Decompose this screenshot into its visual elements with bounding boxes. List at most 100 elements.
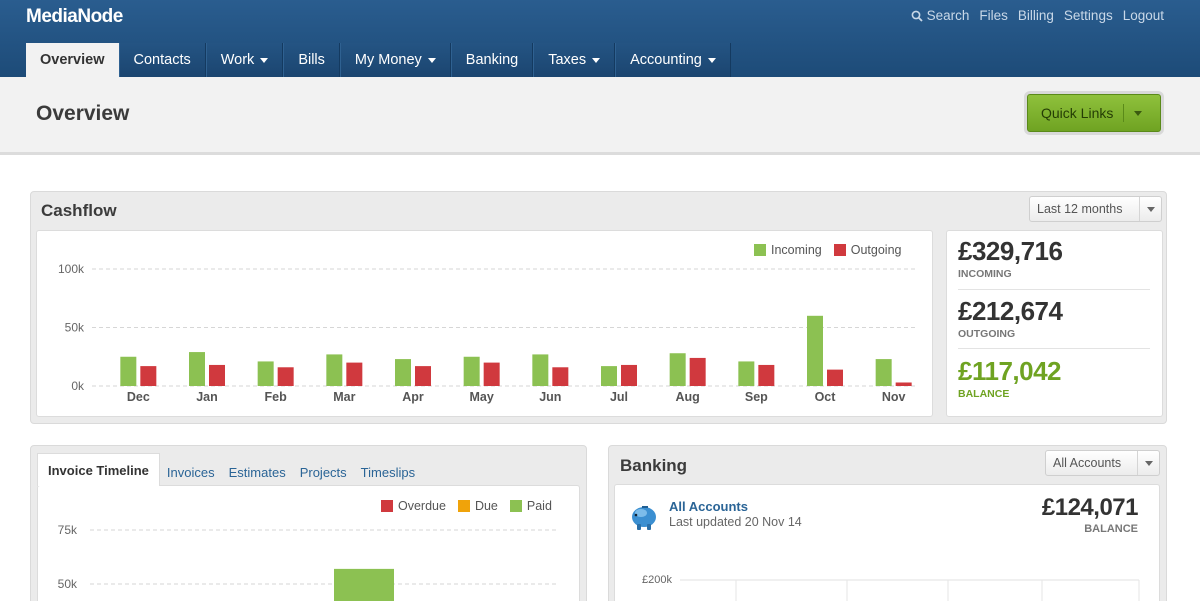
x-tick-label: Mar <box>333 390 355 404</box>
legend-outgoing-label: Outgoing <box>850 243 902 257</box>
bar-incoming-dec <box>120 356 137 386</box>
bar-incoming-apr <box>395 359 411 386</box>
x-tick-label: Jul <box>610 390 628 404</box>
billing-link[interactable]: Billing <box>1017 8 1054 23</box>
legend-paid-label: Paid <box>526 499 552 513</box>
x-tick-label: Jan <box>196 390 218 404</box>
page-header: Overview <box>0 77 1200 155</box>
stat-incoming: £329,716 INCOMING <box>958 236 1063 280</box>
legend-swatch <box>754 244 766 256</box>
banking-content <box>614 484 1160 601</box>
bar-outgoing-sep <box>758 364 775 386</box>
nav-bills[interactable]: Bills <box>283 43 340 77</box>
app-logo[interactable]: MediaNode <box>26 6 123 27</box>
banking-accounts-select[interactable]: All Accounts <box>1045 450 1160 476</box>
nav-overview[interactable]: Overview <box>26 43 119 77</box>
search-label: Search <box>926 8 970 23</box>
banking-title: Banking <box>620 456 688 475</box>
nav-accounting-label: Accounting <box>630 52 702 68</box>
account-last-updated: Last updated 20 Nov 14 <box>669 515 802 529</box>
bar-outgoing-apr <box>415 366 431 386</box>
piggy-bank-icon <box>632 506 656 530</box>
nav-taxes-label: Taxes <box>548 52 587 68</box>
chevron-down-icon <box>1137 451 1159 475</box>
stat-incoming-value: £329,716 <box>958 236 1063 266</box>
search-link[interactable]: Search <box>911 8 970 23</box>
divider <box>958 348 1150 349</box>
x-tick-label: Apr <box>402 390 424 404</box>
nav-banking-label: Banking <box>465 52 519 68</box>
bar-outgoing-nov <box>895 382 912 386</box>
quick-links-button[interactable]: Quick Links <box>1027 94 1161 132</box>
bar-outgoing-jun <box>552 367 569 386</box>
stat-outgoing-label: OUTGOING <box>958 328 1016 340</box>
legend-overdue: Overdue <box>381 499 446 513</box>
nav-accounting[interactable]: Accounting <box>615 43 731 77</box>
stat-outgoing: £212,674 OUTGOING <box>958 296 1063 340</box>
legend-due: Due <box>457 499 498 513</box>
y-tick-label: 0k <box>71 379 85 393</box>
x-tick-label: Jun <box>539 390 561 404</box>
nav-work[interactable]: Work <box>205 43 284 77</box>
cashflow-stats <box>946 230 1163 417</box>
page-title: Overview <box>36 102 130 125</box>
cashflow-period-select[interactable]: Last 12 months <box>1029 196 1162 222</box>
tab-timeslips[interactable]: Timeslips <box>360 464 416 480</box>
stat-balance-value: £117,042 <box>958 356 1062 386</box>
logout-link[interactable]: Logout <box>1122 8 1164 23</box>
bar-outgoing-oct <box>827 369 843 386</box>
utility-links: Search Files Billing Settings Logout <box>911 8 1164 23</box>
button-divider <box>1123 104 1125 122</box>
legend-incoming-label: Incoming <box>771 243 822 257</box>
nav-overview-label: Overview <box>40 52 105 68</box>
tab-projects[interactable]: Projects <box>299 464 347 480</box>
account-name-link[interactable]: All Accounts <box>669 499 748 514</box>
legend-swatch <box>833 244 846 256</box>
legend-incoming: Incoming <box>754 243 822 257</box>
bar-outgoing-jan <box>209 364 225 386</box>
nav-contacts[interactable]: Contacts <box>118 43 206 77</box>
tab-invoices[interactable]: Invoices <box>166 464 215 480</box>
chevron-down-icon <box>1134 110 1143 116</box>
y-tick-label: £200k <box>642 574 672 586</box>
bar-paid <box>334 568 394 601</box>
nav-my-money[interactable]: My Money <box>339 43 451 77</box>
bar-incoming-nov <box>875 359 892 386</box>
legend-due-label: Due <box>474 499 498 513</box>
files-link[interactable]: Files <box>979 8 1008 23</box>
x-tick-label: May <box>470 390 494 404</box>
stat-balance-label: BALANCE <box>958 388 1010 400</box>
x-tick-label: Oct <box>815 390 837 404</box>
nav-contacts-label: Contacts <box>133 52 191 68</box>
cashflow-legend: Incoming Outgoing <box>754 243 901 257</box>
search-icon <box>911 10 923 22</box>
stat-balance: £117,042 BALANCE <box>958 356 1062 400</box>
quick-links-label: Quick Links <box>1041 105 1114 121</box>
bar-incoming-may <box>463 356 480 386</box>
bar-outgoing-mar <box>346 362 363 386</box>
stat-incoming-label: INCOMING <box>958 268 1012 280</box>
banking-chart: £200k <box>642 574 1140 601</box>
nav-banking[interactable]: Banking <box>450 43 534 77</box>
chevron-down-icon <box>592 57 601 63</box>
main-nav: Overview Contacts Work Bills My Money Ba… <box>26 43 731 77</box>
nav-taxes[interactable]: Taxes <box>533 43 616 77</box>
stat-outgoing-value: £212,674 <box>958 296 1063 326</box>
banking-balance-label: BALANCE <box>1084 523 1138 535</box>
top-bar: MediaNode Search Files Billing Settings … <box>0 0 1200 77</box>
banking-accounts-value: All Accounts <box>1053 456 1122 470</box>
bar-outgoing-aug <box>689 357 706 386</box>
chevron-down-icon <box>707 57 716 63</box>
legend-paid: Paid <box>509 499 552 513</box>
legend-swatch <box>381 500 393 512</box>
bar-incoming-aug <box>669 353 686 386</box>
tab-invoice-timeline[interactable]: Invoice Timeline <box>37 453 160 486</box>
nav-work-label: Work <box>220 52 255 68</box>
invoice-chart-area <box>37 485 580 601</box>
settings-link[interactable]: Settings <box>1063 8 1113 23</box>
x-tick-label: Aug <box>676 390 700 404</box>
x-tick-label: Nov <box>882 390 906 404</box>
tab-estimates[interactable]: Estimates <box>228 464 286 480</box>
banking-balance-value: £124,071 <box>1041 494 1139 521</box>
legend-overdue-label: Overdue <box>398 499 446 513</box>
